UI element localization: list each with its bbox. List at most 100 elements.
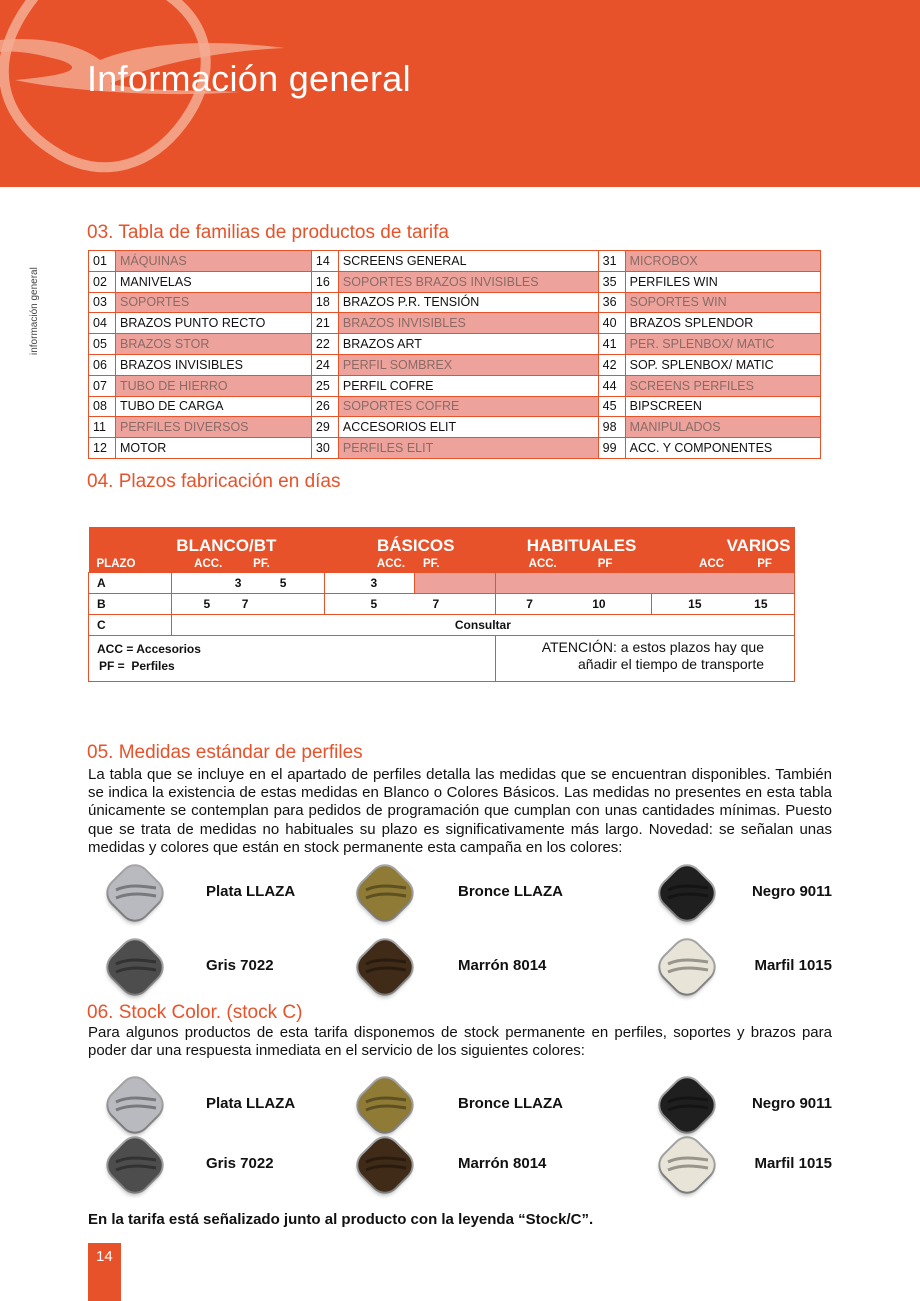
color-swatch-icon [654, 860, 720, 926]
cell: Consultar [170, 613, 796, 636]
family-name: BRAZOS INVISIBLES [337, 312, 599, 335]
color-label: Marrón 8014 [458, 957, 547, 974]
color-label: Plata LLAZA [206, 883, 296, 900]
row-b: B 5 7 5 7 7 10 15 15 [88, 592, 795, 615]
section-06-text: Para algunos productos de esta tarifa di… [88, 1024, 832, 1060]
cell: 5 [279, 575, 287, 590]
section-04-title: 04. Plazos fabricación en días [87, 471, 341, 492]
subheader: ACC. [194, 557, 223, 570]
section-05-text: La tabla que se incluye en el apartado d… [88, 766, 832, 856]
family-name: MOTOR [115, 437, 312, 459]
family-code: 14 [310, 250, 339, 272]
subheader: PF [757, 557, 772, 570]
cell: 15 [754, 596, 768, 611]
group-header: HABITUALES [526, 536, 637, 555]
family-code: 42 [597, 353, 626, 376]
plazo-label: A [88, 571, 172, 594]
family-code: 40 [597, 312, 626, 335]
family-code: 24 [310, 353, 339, 376]
table-row: 03 SOPORTES 18 BRAZOS P.R. TENSIÓN 36 SOPORTE… [88, 291, 822, 314]
family-code: 29 [310, 416, 339, 439]
family-code: 03 [88, 291, 116, 314]
family-code: 35 [597, 270, 626, 293]
color-label: Marrón 8014 [458, 1155, 547, 1172]
family-code: 41 [597, 333, 626, 355]
legend-pf: PF = Perfiles [99, 658, 175, 673]
color-swatch-icon [654, 1132, 720, 1198]
group-header: BÁSICOS [376, 536, 455, 555]
color-swatch-icon [352, 860, 418, 926]
plazo-label: C [88, 613, 172, 636]
subheader: PLAZO [96, 557, 136, 570]
stock-footnote: En la tarifa está señalizado junto al pr… [88, 1211, 594, 1228]
cell: 5 [370, 596, 378, 611]
table-row: 12 MOTOR 30 PERFILES ELIT 99 ACC. Y COMPONENT… [88, 437, 822, 459]
note-line: añadir el tiempo de transporte [578, 655, 764, 672]
family-code: 06 [88, 353, 116, 376]
family-code: 98 [597, 416, 626, 439]
family-name: SCREENS GENERAL [337, 250, 599, 272]
family-code: 22 [310, 333, 339, 355]
table-row: 01 MÁQUINAS 14 SCREENS GENERAL 31 MICROBOX [88, 250, 822, 272]
family-code: 04 [88, 312, 116, 335]
group-header: BLANCO/BT [176, 536, 277, 555]
color-label: Negro 9011 [751, 1095, 832, 1112]
page-header: Información general [0, 0, 920, 187]
family-name: PERFILES DIVERSOS [115, 416, 312, 439]
page-title: Información general [87, 58, 411, 99]
color-label: Negro 9011 [751, 883, 832, 900]
lead-times-table: BLANCO/BT BÁSICOS HABITUALES VARIOS PLAZ… [87, 527, 796, 682]
family-code: 08 [88, 395, 116, 418]
cell: 15 [688, 596, 702, 611]
family-name: PER. SPLENBOX/ MATIC [624, 333, 822, 355]
table-row: 02 MANIVELAS 16 SOPORTES BRAZOS INVISIBLES 3… [88, 270, 822, 293]
cell: 7 [241, 596, 249, 611]
subheader: PF [597, 557, 613, 570]
family-name: PERFIL COFRE [337, 374, 599, 397]
family-code: 36 [597, 291, 626, 314]
note-line: ATENCIÓN: a estos plazos hay que [541, 638, 764, 655]
family-name: BRAZOS P.R. TENSIÓN [337, 291, 599, 314]
family-name: SOPORTES [115, 291, 312, 314]
family-name: SCREENS PERFILES [624, 374, 822, 397]
cell: 10 [592, 596, 606, 611]
family-code: 30 [310, 437, 339, 459]
family-name: TUBO DE CARGA [115, 395, 312, 418]
family-code: 31 [597, 250, 626, 272]
color-swatch-icon [102, 1132, 168, 1198]
family-code: 05 [88, 333, 116, 355]
family-name: SOPORTES WIN [624, 291, 822, 314]
family-code: 01 [88, 250, 116, 272]
family-code: 45 [597, 395, 626, 418]
side-label: información general [29, 267, 40, 355]
family-name: MANIVELAS [115, 270, 312, 293]
color-swatch-icon [654, 934, 720, 1000]
color-label: Bronce LLAZA [458, 1095, 563, 1112]
section-05-title: 05. Medidas estándar de perfiles [87, 742, 363, 763]
logo-swoosh-graphic [0, 0, 285, 173]
legend-row: ACC = Accesorios PF = Perfiles ATENCIÓN:… [87, 634, 795, 682]
family-code: 11 [88, 416, 116, 439]
family-code: 16 [310, 270, 339, 293]
color-swatch-icon [352, 934, 418, 1000]
color-label: Marfil 1015 [754, 957, 832, 974]
table-row: 05 BRAZOS STOR 22 BRAZOS ART 41 PER. SPLENBOX… [88, 333, 822, 355]
cell: 3 [324, 571, 416, 594]
group-header: VARIOS [726, 536, 791, 555]
color-label: Gris 7022 [206, 957, 274, 974]
color-label: Plata LLAZA [206, 1095, 296, 1112]
color-swatch-icon [102, 860, 168, 926]
family-code: 26 [310, 395, 339, 418]
family-code: 12 [88, 437, 116, 459]
row-a: A 3 5 3 [88, 571, 795, 594]
color-swatch-icon [102, 934, 168, 1000]
color-label: Gris 7022 [206, 1155, 274, 1172]
color-label: Marfil 1015 [754, 1155, 832, 1172]
section-03-title: 03. Tabla de familias de productos de ta… [87, 222, 449, 243]
family-name: MÁQUINAS [115, 250, 312, 272]
plazo-label: B [88, 592, 172, 615]
table-row: 08 TUBO DE CARGA 26 SOPORTES COFRE 45 BIPSCRE… [88, 395, 822, 418]
family-name: ACCESORIOS ELIT [337, 416, 599, 439]
family-name: BRAZOS PUNTO RECTO [115, 312, 312, 335]
cell: 3 [234, 575, 242, 590]
